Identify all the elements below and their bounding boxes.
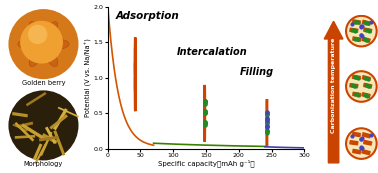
Ellipse shape (29, 22, 43, 41)
Ellipse shape (48, 39, 69, 49)
Text: Intercalation: Intercalation (177, 47, 247, 57)
Ellipse shape (18, 39, 39, 49)
Circle shape (8, 90, 79, 161)
X-axis label: Specific capacity（mAh g⁻¹）: Specific capacity（mAh g⁻¹） (158, 159, 254, 167)
Text: Golden berry: Golden berry (22, 80, 65, 86)
Circle shape (28, 25, 47, 44)
Text: Carbonization temperature: Carbonization temperature (331, 38, 336, 133)
Ellipse shape (44, 48, 58, 67)
Ellipse shape (29, 48, 43, 67)
Y-axis label: Potential (V vs. Na/Na⁺): Potential (V vs. Na/Na⁺) (85, 38, 92, 117)
Circle shape (8, 9, 79, 79)
FancyArrow shape (324, 21, 343, 163)
Circle shape (346, 128, 376, 159)
Text: Adsorption: Adsorption (116, 11, 179, 21)
Text: Morphology: Morphology (24, 161, 63, 167)
Circle shape (346, 16, 376, 46)
Circle shape (135, 37, 136, 111)
Circle shape (346, 71, 376, 102)
Circle shape (20, 21, 63, 64)
Ellipse shape (44, 22, 58, 41)
Circle shape (204, 85, 205, 142)
Text: Filling: Filling (239, 66, 274, 76)
